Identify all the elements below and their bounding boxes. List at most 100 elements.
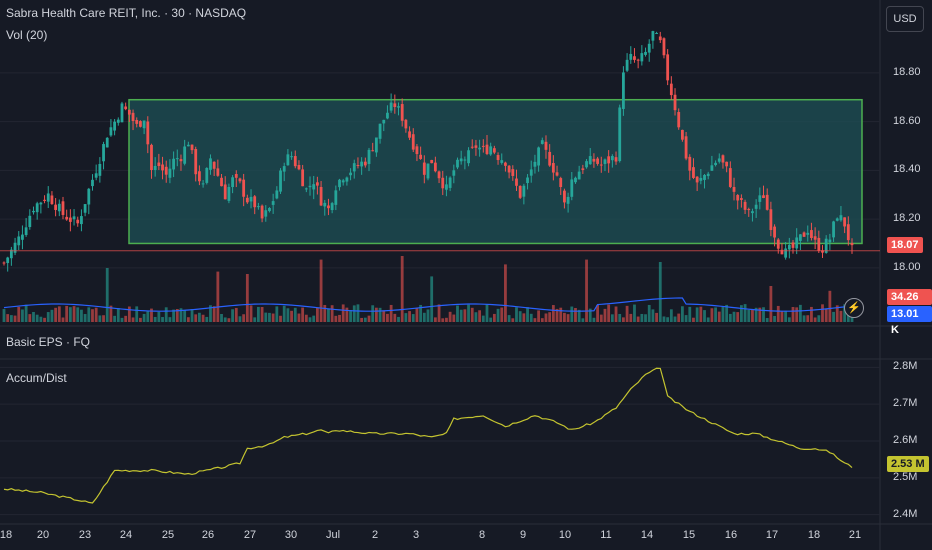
candle-body: [714, 162, 717, 166]
volume-bar: [603, 308, 607, 322]
candle-body: [198, 171, 201, 182]
volume-bar: [349, 309, 352, 322]
volume-bar: [633, 304, 636, 322]
volume-bar: [666, 317, 670, 322]
volume-bar: [39, 316, 43, 322]
volume-bar: [389, 304, 393, 322]
candle-body: [478, 147, 482, 150]
accum-dist-line: [3, 367, 853, 504]
candle-body: [581, 168, 585, 171]
volume-bar: [636, 316, 640, 322]
candle-body: [415, 146, 419, 155]
candle-body: [574, 177, 577, 183]
candle-body: [94, 173, 98, 178]
candle-body: [356, 164, 360, 166]
volume-bar: [839, 310, 843, 322]
candle-body: [721, 155, 725, 163]
candle-body: [504, 162, 507, 166]
candle-body: [378, 123, 382, 139]
volume-bar: [787, 317, 791, 322]
candle-body: [765, 194, 769, 210]
candle-body: [692, 167, 695, 178]
candle-body: [688, 156, 692, 171]
lightning-icon[interactable]: ⚡: [844, 298, 864, 318]
range-rectangle: [128, 98, 863, 245]
time-tick-label: 30: [284, 529, 298, 541]
candle-body: [824, 238, 828, 253]
volume-bar: [798, 304, 802, 322]
candle-body: [784, 248, 788, 258]
volume-bar: [168, 317, 172, 322]
candle-body: [669, 83, 673, 96]
volume-bar: [186, 317, 190, 322]
volume-bar: [142, 313, 146, 322]
candle-body: [526, 177, 529, 184]
candle-body: [695, 176, 699, 183]
candle-body: [212, 161, 216, 169]
volume-bar: [293, 307, 297, 322]
candle-body: [308, 185, 312, 188]
volume-bar: [563, 312, 566, 322]
candle-body: [172, 158, 175, 170]
volume-bar: [721, 306, 725, 322]
volume-bar: [334, 315, 338, 322]
volume-bar: [21, 309, 24, 322]
candle-body: [9, 249, 13, 259]
candle-body: [371, 150, 375, 152]
candle-body: [677, 112, 681, 128]
volume-bar: [164, 307, 168, 322]
candle-body: [223, 184, 227, 200]
candle-body: [209, 158, 212, 170]
volume-bar: [533, 318, 537, 322]
volume-bar: [540, 318, 544, 322]
candle-body: [234, 174, 238, 178]
candle-body: [39, 202, 43, 205]
volume-bar: [216, 271, 220, 322]
volume-bar: [655, 312, 658, 322]
volume-bar: [297, 313, 301, 322]
basic-eps-label: Basic EPS · FQ: [6, 335, 91, 349]
candle-body: [647, 43, 651, 53]
candle-body: [522, 185, 526, 197]
volume-bar: [201, 314, 205, 322]
candle-body: [474, 145, 478, 148]
volume-bar: [323, 304, 327, 322]
volume-bar: [430, 276, 434, 322]
volume-bar: [363, 317, 367, 322]
volume-bar: [677, 313, 681, 322]
candle-body: [312, 184, 316, 190]
volume-bar: [404, 313, 408, 322]
volume-bar: [459, 309, 463, 322]
volume-bar: [548, 312, 552, 322]
volume-bar: [651, 309, 655, 322]
candle-body: [485, 144, 489, 155]
volume-bar: [522, 313, 526, 322]
volume-bar: [791, 307, 795, 322]
candle-body: [183, 146, 187, 164]
candle-body: [681, 129, 684, 140]
volume-bar: [98, 315, 102, 322]
volume-bar: [728, 313, 732, 322]
price-tick-label: 18.00: [893, 260, 921, 273]
candle-body: [87, 188, 91, 205]
volume-bar: [172, 309, 175, 322]
candle-body: [76, 219, 80, 224]
volume-bar: [551, 305, 555, 322]
volume-bar: [710, 308, 714, 322]
candle-body: [257, 206, 260, 208]
candle-body: [629, 53, 633, 60]
candle-body: [249, 196, 253, 202]
candle-body: [205, 167, 209, 183]
currency-button[interactable]: USD: [886, 6, 924, 32]
candle-body: [430, 159, 434, 164]
candle-body: [728, 168, 732, 187]
candle-body: [242, 179, 246, 197]
volume-bar: [286, 308, 290, 322]
volume-bar: [227, 318, 231, 322]
candle-body: [507, 165, 511, 173]
candle-body: [489, 146, 493, 155]
volume-bar: [673, 316, 677, 322]
volume-bar: [810, 306, 813, 322]
candle-body: [673, 94, 677, 111]
candle-body: [566, 196, 570, 204]
